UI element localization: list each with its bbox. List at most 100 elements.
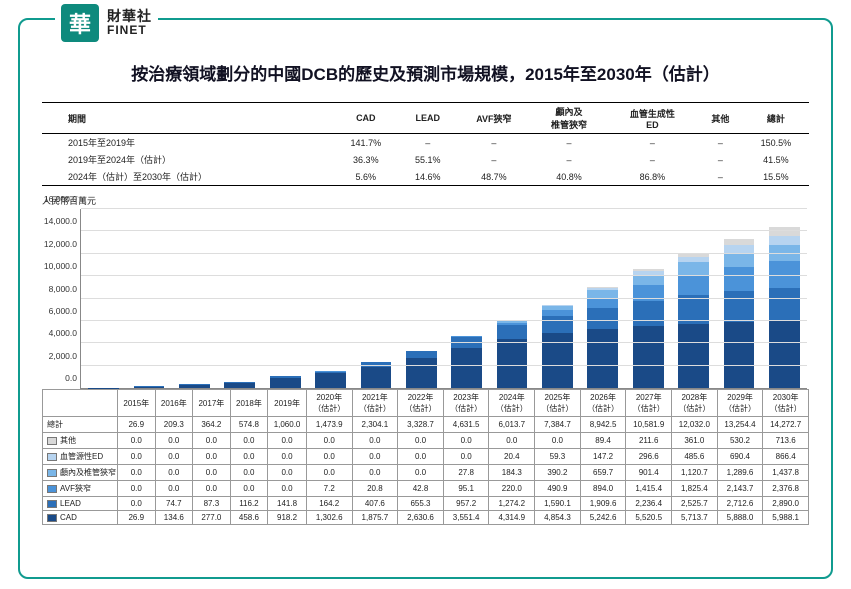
data-cell: 0.0	[352, 465, 398, 481]
data-cell: 7,384.7	[535, 417, 581, 433]
growth-header: LEAD	[399, 103, 457, 134]
data-cell: 1,473.9	[306, 417, 352, 433]
data-table-year: 2025年（估計）	[535, 390, 581, 417]
data-cell: 0.0	[443, 449, 489, 465]
data-cell: 490.9	[535, 481, 581, 497]
data-cell: 0.0	[306, 449, 352, 465]
data-cell: 894.0	[580, 481, 626, 497]
data-cell: 574.8	[230, 417, 268, 433]
y-tick-label: 14,000.0	[37, 216, 77, 226]
growth-cell: 55.1%	[399, 151, 457, 168]
data-cell: 59.3	[535, 449, 581, 465]
data-cell: 1,302.6	[306, 511, 352, 525]
bar-stack	[315, 371, 346, 388]
y-tick-label: 4,000.0	[37, 328, 77, 338]
data-cell: 0.0	[193, 433, 231, 449]
chart-bars	[81, 209, 807, 388]
data-cell: 713.6	[763, 433, 809, 449]
y-tick-label: 2,000.0	[37, 351, 77, 361]
data-table-year: 2016年	[155, 390, 193, 417]
legend-swatch	[47, 453, 57, 461]
data-cell: 866.4	[763, 449, 809, 465]
data-cell: 0.0	[193, 449, 231, 465]
data-cell: 134.6	[155, 511, 193, 525]
data-cell: 3,328.7	[398, 417, 444, 433]
data-cell: 220.0	[489, 481, 535, 497]
stacked-bar-chart: 0.02,000.04,000.06,000.08,000.010,000.01…	[80, 209, 807, 389]
data-cell: 2,525.7	[672, 497, 718, 511]
y-tick-label: 0.0	[37, 373, 77, 383]
data-row-header: LEAD	[43, 497, 118, 511]
data-cell: 485.6	[672, 449, 718, 465]
bar-column	[353, 209, 398, 388]
data-cell: 0.0	[193, 481, 231, 497]
data-cell: 89.4	[580, 433, 626, 449]
page-title: 按治療領域劃分的中國DCB的歷史及預測市場規模，2015年至2030年（估計）	[0, 60, 851, 85]
growth-cell: 48.7%	[457, 168, 532, 186]
growth-cell: 15.5%	[743, 168, 809, 186]
growth-cell: –	[457, 134, 532, 152]
bar-segment	[587, 290, 618, 297]
data-cell: 690.4	[717, 449, 763, 465]
bar-segment	[270, 378, 301, 388]
bar-stack	[134, 386, 165, 388]
data-cell: 0.0	[398, 465, 444, 481]
data-cell: 12,032.0	[672, 417, 718, 433]
data-row-header: 其他	[43, 433, 118, 449]
data-table-year: 2022年（估計）	[398, 390, 444, 417]
y-axis-label: 人民幣百萬元	[42, 194, 809, 207]
gridline	[81, 320, 807, 321]
data-cell: 957.2	[443, 497, 489, 511]
bar-segment	[724, 253, 755, 268]
data-row-header: 顱內及椎管狹窄	[43, 465, 118, 481]
data-cell: 0.0	[352, 433, 398, 449]
data-cell: 0.0	[118, 465, 156, 481]
bar-segment	[451, 348, 482, 388]
data-row-header: 總計	[43, 417, 118, 433]
bar-column	[762, 209, 807, 388]
data-table-year: 2018年	[230, 390, 268, 417]
data-cell: 141.8	[268, 497, 307, 511]
bar-stack	[361, 362, 392, 388]
data-table-year: 2029年（估計）	[717, 390, 763, 417]
data-cell: 4,314.9	[489, 511, 535, 525]
growth-table: 期間CADLEADAVF狹窄顱內及椎管狹窄血管生成性ED其他總計2015年至20…	[42, 102, 809, 186]
data-cell: 0.0	[489, 433, 535, 449]
growth-cell: –	[698, 151, 743, 168]
bar-segment	[678, 324, 709, 388]
data-cell: 2,630.6	[398, 511, 444, 525]
data-cell: 0.0	[193, 465, 231, 481]
bar-column	[671, 209, 716, 388]
data-cell: 530.2	[717, 433, 763, 449]
bar-column	[263, 209, 308, 388]
data-cell: 5,888.0	[717, 511, 763, 525]
gridline	[81, 253, 807, 254]
data-cell: 1,060.0	[268, 417, 307, 433]
growth-period: 2019年至2024年（估計）	[42, 151, 333, 168]
bar-column	[126, 209, 171, 388]
growth-cell: –	[698, 134, 743, 152]
data-cell: 0.0	[306, 433, 352, 449]
data-cell: 116.2	[230, 497, 268, 511]
data-cell: 4,631.5	[443, 417, 489, 433]
bar-column	[308, 209, 353, 388]
data-cell: 0.0	[118, 433, 156, 449]
bar-column	[399, 209, 444, 388]
data-cell: 1,590.1	[535, 497, 581, 511]
y-tick-label: 16,000.0	[37, 194, 77, 204]
bar-segment	[633, 326, 664, 388]
data-cell: 0.0	[118, 449, 156, 465]
growth-cell: 41.5%	[743, 151, 809, 168]
data-cell: 918.2	[268, 511, 307, 525]
gridline	[81, 275, 807, 276]
logo-cn: 財華社	[107, 9, 152, 24]
bar-segment	[497, 325, 528, 339]
bar-stack	[633, 269, 664, 388]
data-cell: 901.4	[626, 465, 672, 481]
bar-segment	[406, 351, 437, 358]
data-cell: 0.0	[443, 433, 489, 449]
bar-segment	[678, 275, 709, 296]
data-cell: 0.0	[268, 433, 307, 449]
data-cell: 0.0	[230, 465, 268, 481]
bar-column	[580, 209, 625, 388]
